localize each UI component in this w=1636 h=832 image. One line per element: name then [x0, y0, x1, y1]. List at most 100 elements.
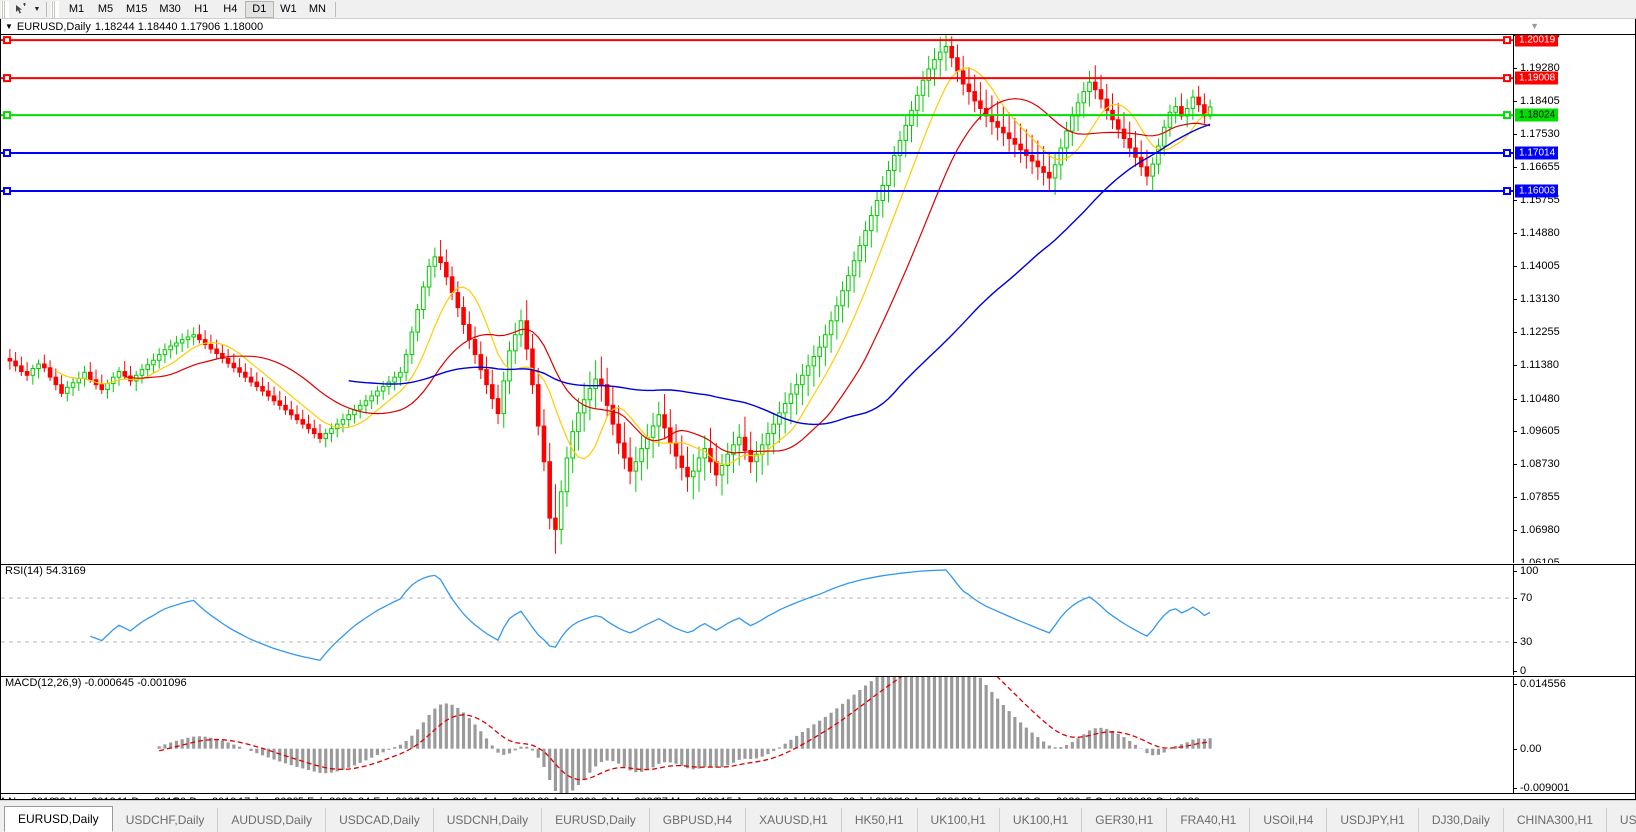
- pane-divider-rsi: [1, 564, 1635, 565]
- chart-tab-bar: EURUSD,Daily USDCHF,Daily AUDUSD,Daily USDC…: [0, 800, 1636, 832]
- price-axis-tick: [1514, 100, 1517, 102]
- price-axis-label: 1.08730: [1520, 458, 1560, 471]
- price-axis-tick: [1514, 398, 1517, 400]
- price-axis-tick: [1514, 266, 1517, 268]
- price-axis-tick: [1514, 200, 1517, 202]
- chart-tab[interactable]: EURUSD,Daily: [542, 808, 650, 832]
- rsi-plot: [1, 569, 1513, 662]
- price-axis-tick: [1514, 530, 1517, 532]
- rsi-pane[interactable]: [1, 565, 1513, 675]
- rsi-axis: 100 70 30 0: [1513, 565, 1635, 675]
- price-axis-label: 1.09605: [1520, 425, 1560, 438]
- price-axis-label: 1.16655: [1520, 160, 1560, 173]
- price-chart-pane[interactable]: [1, 35, 1513, 563]
- timeframe-button-h4[interactable]: H4: [223, 3, 238, 15]
- chart-tab[interactable]: GER30,H1: [1082, 808, 1168, 832]
- price-axis-label: 1.12255: [1520, 325, 1560, 338]
- price-level-tag[interactable]: 1.18024: [1515, 108, 1559, 122]
- price-axis-tick: [1514, 431, 1517, 433]
- price-axis-tick: [1514, 166, 1517, 168]
- chart-tab[interactable]: USOil,H1: [1607, 808, 1636, 832]
- chart-tab[interactable]: USDCNH,Daily: [434, 808, 543, 832]
- timeframe-button-m15[interactable]: M15: [126, 3, 148, 15]
- price-candlestick-plot: [1, 35, 1513, 554]
- macd-pane[interactable]: [1, 677, 1513, 793]
- timeframe-button-m30[interactable]: M30: [159, 3, 181, 15]
- price-axis-tick: [1514, 133, 1517, 135]
- chevron-down-icon[interactable]: ▼: [33, 5, 41, 13]
- chart-title-bar: ▼ EURUSD,Daily 1.18244 1.18440 1.17906 1…: [1, 19, 1635, 35]
- candles-group: [7, 35, 1213, 554]
- price-axis-label: 1.19280: [1520, 61, 1560, 74]
- chart-symbol-label: EURUSD,Daily: [16, 20, 91, 33]
- timeframe-button-d1[interactable]: D1: [244, 0, 274, 18]
- macd-axis: 0.014556 0.00 -0.009001: [1513, 677, 1635, 793]
- chart-tab[interactable]: EURUSD,Daily: [4, 806, 113, 832]
- chart-tab[interactable]: XAUUSD,H1: [746, 808, 842, 832]
- price-axis-tick: [1514, 67, 1517, 69]
- price-level-tag[interactable]: 1.19008: [1515, 71, 1559, 85]
- chart-tab[interactable]: USDCHF,Daily: [113, 808, 219, 832]
- price-axis-tick: [1514, 497, 1517, 499]
- price-axis-label: 1.11380: [1520, 358, 1559, 371]
- chart-tab[interactable]: UK100,H1: [918, 808, 1000, 832]
- chart-tab[interactable]: FRA40,H1: [1167, 808, 1251, 832]
- macd-axis-label: 0.00: [1520, 742, 1542, 755]
- price-level-tag[interactable]: 1.17014: [1515, 146, 1559, 160]
- timeframe-button-m1[interactable]: M1: [68, 3, 85, 15]
- chart-tab[interactable]: CHINA300,H1: [1504, 808, 1607, 832]
- price-axis-label: 1.10480: [1520, 392, 1560, 405]
- timeframe-button-m5[interactable]: M5: [97, 3, 114, 15]
- crosshair-cursor-icon[interactable]: [9, 1, 31, 18]
- price-axis-tick: [1514, 364, 1517, 366]
- rsi-label: RSI(14) 54.3169: [5, 565, 86, 577]
- chart-tab[interactable]: HK50,H1: [842, 808, 918, 832]
- chart-tab[interactable]: GBPUSD,H4: [650, 808, 747, 832]
- rsi-axis-tick: [1514, 642, 1517, 643]
- price-axis-tick: [1514, 299, 1517, 300]
- chart-tab[interactable]: DJ30,Daily: [1419, 808, 1504, 832]
- price-level-tag[interactable]: 1.16003: [1515, 184, 1559, 198]
- price-axis-tick: [1514, 233, 1517, 235]
- chart-tab[interactable]: AUDUSD,Daily: [218, 808, 327, 832]
- timeframe-button-mn[interactable]: MN: [308, 3, 326, 15]
- chart-ohlc-label: 1.18244 1.18440 1.17906 1.18000: [94, 20, 264, 33]
- toolbar-drag-handle[interactable]: [1, 0, 9, 18]
- macd-axis-tick: [1514, 788, 1517, 789]
- timeframe-group: M1 M5 M15 M30 H1 H4 D1 W1 MN: [62, 0, 332, 18]
- toolbar-separator: [46, 1, 47, 17]
- rsi-axis-tick: [1514, 671, 1517, 672]
- price-axis-label: 1.18405: [1520, 94, 1560, 107]
- rsi-axis-tick: [1514, 598, 1517, 599]
- chart-collapse-icon[interactable]: ▼: [1530, 21, 1539, 31]
- macd-axis-label: -0.009001: [1520, 782, 1570, 793]
- chart-tabs: EURUSD,Daily USDCHF,Daily AUDUSD,Daily USDC…: [4, 806, 1636, 832]
- toolbar-separator-2: [334, 1, 336, 17]
- rsi-axis-label: 100: [1520, 565, 1539, 577]
- chart-tab[interactable]: USDCAD,Daily: [326, 808, 434, 832]
- macd-axis-tick: [1514, 748, 1517, 750]
- timeframe-toolbar: ▼ M1 M5 M15 M30 H1 H4 D1 W1 MN: [0, 0, 1636, 19]
- price-level-tag[interactable]: 1.20019: [1515, 35, 1559, 47]
- macd-plot: [157, 677, 1212, 793]
- macd-histogram-group: [157, 677, 1212, 793]
- price-axis-label: 1.14005: [1520, 260, 1560, 273]
- chart-tab[interactable]: UK100,H1: [1000, 808, 1083, 832]
- timeframe-button-w1[interactable]: W1: [280, 3, 297, 15]
- moving-averages-group: [55, 67, 1211, 466]
- timeframe-group-handle[interactable]: [51, 0, 59, 18]
- rsi-axis-tick: [1514, 571, 1517, 572]
- caret-down-icon[interactable]: ▼: [5, 21, 13, 31]
- chart-window: ▼ EURUSD,Daily 1.18244 1.18440 1.17906 1…: [0, 19, 1636, 808]
- price-axis-label: 1.07855: [1520, 491, 1560, 504]
- chart-tab[interactable]: USDJPY,H1: [1327, 808, 1419, 832]
- price-axis-label: 1.06105: [1520, 557, 1560, 563]
- pane-divider-macd: [1, 676, 1635, 677]
- chart-tab[interactable]: USOil,H4: [1250, 808, 1328, 832]
- timeframe-button-h1[interactable]: H1: [194, 3, 209, 15]
- macd-axis-label: 0.014556: [1520, 678, 1566, 690]
- macd-axis-tick: [1514, 684, 1517, 685]
- price-axis-tick: [1514, 331, 1517, 333]
- horizontal-levels-group: [1, 36, 1513, 196]
